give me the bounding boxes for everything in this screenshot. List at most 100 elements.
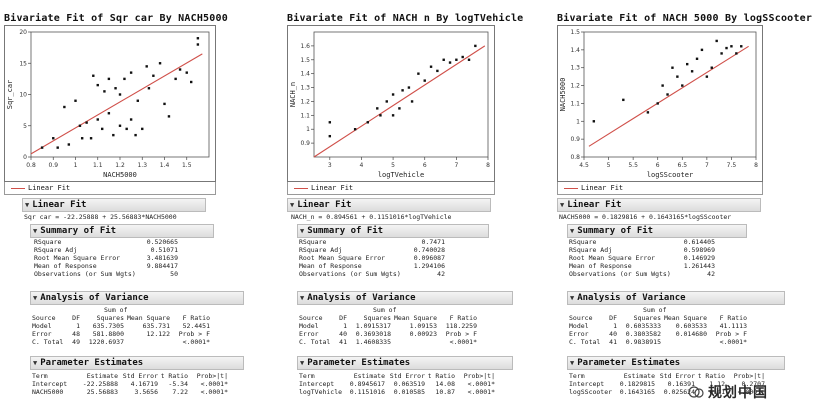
anova-column-header: Mean Square [393,314,437,322]
data-point [423,79,426,82]
table-cell: 581.8800 [92,330,124,338]
anova-table: Source DF Squares Mean Square F Ratio Model 1 0… [569,314,747,346]
data-point [646,111,650,114]
table-cell: 1.4608335 [355,338,391,346]
plot-area [313,31,489,158]
table-cell: <.0001* [467,388,495,396]
summary-values: 0.614405 0.598969 0.146929 1.261443 42 [683,238,715,278]
table-cell: -5.34 [168,380,188,388]
table-cell: Error [299,330,319,338]
x-tick-label: 5.5 [628,162,638,169]
table-row: Intercept 0.1829815 0.16391 1.12 0.2707 [569,380,765,388]
data-point [190,80,193,84]
parameter-table: Term Estimate Std Error t Ratio Prob>|t| Inte… [32,372,228,396]
x-tick-label: 1.3 [137,162,147,169]
legend-label: Linear Fit [581,184,624,192]
table-cell: 10.87 [435,388,455,396]
data-point [125,127,128,131]
legend-label: Linear Fit [28,184,71,192]
data-point [740,45,743,48]
data-point [391,114,395,117]
parameter-estimates-header[interactable]: ▼ Parameter Estimates [567,356,785,370]
y-tick-label: 15 [19,60,27,67]
parameter-estimates-header[interactable]: ▼ Parameter Estimates [297,356,513,370]
data-point [455,58,458,61]
data-point [145,65,148,68]
summary-header[interactable]: ▼ Summary of Fit [297,224,489,238]
data-point [448,61,452,64]
anova-column-header: Source [569,314,593,322]
anova-sumof: Sum of [373,306,397,314]
table-row: Error 40 0.3693018 0.00923 Prob > F [299,330,477,338]
data-point [666,93,669,96]
scatter-plot-frame[interactable]: 3 4 5 6 7 8 0.9 1 1.1 1.2 1.3 1.4 1.5 1.6 logTVehicle N… [287,25,495,182]
data-point [141,127,144,131]
linear-fit-header[interactable]: ▼ Linear Fit [22,198,206,212]
table-cell: 0.063519 [393,380,425,388]
table-cell: 0.8945617 [349,380,385,388]
table-cell: 40 [339,330,347,338]
x-axis-label: logTVehicle [378,171,424,179]
table-cell: Prob > F [178,330,210,338]
table-cell: Prob > F [445,330,477,338]
legend[interactable]: Linear Fit [4,182,216,195]
scatter-plot-frame[interactable]: 0.8 0.9 1 1.1 1.2 1.3 1.4 1.5 0 5 10 15 20 NACH5000 Sq… [4,25,216,182]
anova-column-header: Source [32,314,56,322]
data-point [681,84,684,87]
y-tick-label: 5 [23,123,27,130]
data-point [147,87,151,90]
data-point [114,87,117,90]
data-point [80,137,84,140]
y-axis-label: NACH_n [289,82,297,107]
legend[interactable]: Linear Fit [287,182,495,195]
table-cell: 1 [613,322,617,330]
anova-header[interactable]: ▼ Analysis of Variance [567,291,785,305]
disclosure-icon: ▼ [290,201,295,209]
anova-column-header: F Ratio [182,314,210,322]
data-point [661,84,664,87]
fit-line [588,45,749,147]
anova-column-headers: Source DF Squares Mean Square F Ratio [299,314,477,322]
disclosure-icon: ▼ [570,359,575,367]
anova-header[interactable]: ▼ Analysis of Variance [297,291,513,305]
summary-header[interactable]: ▼ Summary of Fit [30,224,214,238]
x-tick-label: 4 [360,162,364,169]
table-cell: <.0001* [719,338,747,346]
plot-area [583,31,757,158]
parameter-column-header: Prob>|t| [196,372,228,380]
data-point [107,112,111,115]
table-cell: 52.4451 [182,322,210,330]
x-tick-label: 0.8 [26,162,36,169]
watermark-logo-icon [688,386,704,398]
data-point [429,65,433,68]
linear-fit-header[interactable]: ▼ Linear Fit [287,198,491,212]
x-axis-label: NACH5000 [103,171,137,179]
anova-header[interactable]: ▼ Analysis of Variance [30,291,244,305]
data-point [442,58,445,61]
disclosure-icon: ▼ [300,294,305,302]
y-axis-label: Sqr_car [6,80,14,110]
anova-column-header: Squares [633,314,661,322]
table-row: Intercept 0.8945617 0.063519 14.08 <.0001* [299,380,495,388]
legend[interactable]: Linear Fit [557,182,763,195]
parameter-column-header: Prob>|t| [733,372,765,380]
data-point [398,107,401,110]
parameter-estimates-header[interactable]: ▼ Parameter Estimates [30,356,244,370]
summary-header[interactable]: ▼ Summary of Fit [567,224,747,238]
data-point [461,55,464,59]
table-cell: 0.3803582 [625,330,661,338]
parameter-column-header: Std Error [122,372,158,380]
disclosure-icon: ▼ [33,227,38,235]
data-point [700,48,704,52]
anova-column-headers: Source DF Squares Mean Square F Ratio [32,314,210,322]
data-point [676,75,679,78]
table-cell: <.0001* [182,338,210,346]
data-point [56,146,59,149]
linear-fit-header[interactable]: ▼ Linear Fit [557,198,761,212]
parameter-column-header: Std Error [659,372,695,380]
y-tick-label: 1 [576,118,580,125]
scatter-plot-frame[interactable]: 4.5 5 5.5 6 6.5 7 7.5 8 0.8 0.9 1 1.1 1.2 1.3 1.4 1.5 lo… [557,25,763,182]
parameter-column-header: Prob>|t| [463,372,495,380]
disclosure-icon: ▼ [570,294,575,302]
disclosure-icon: ▼ [570,227,575,235]
